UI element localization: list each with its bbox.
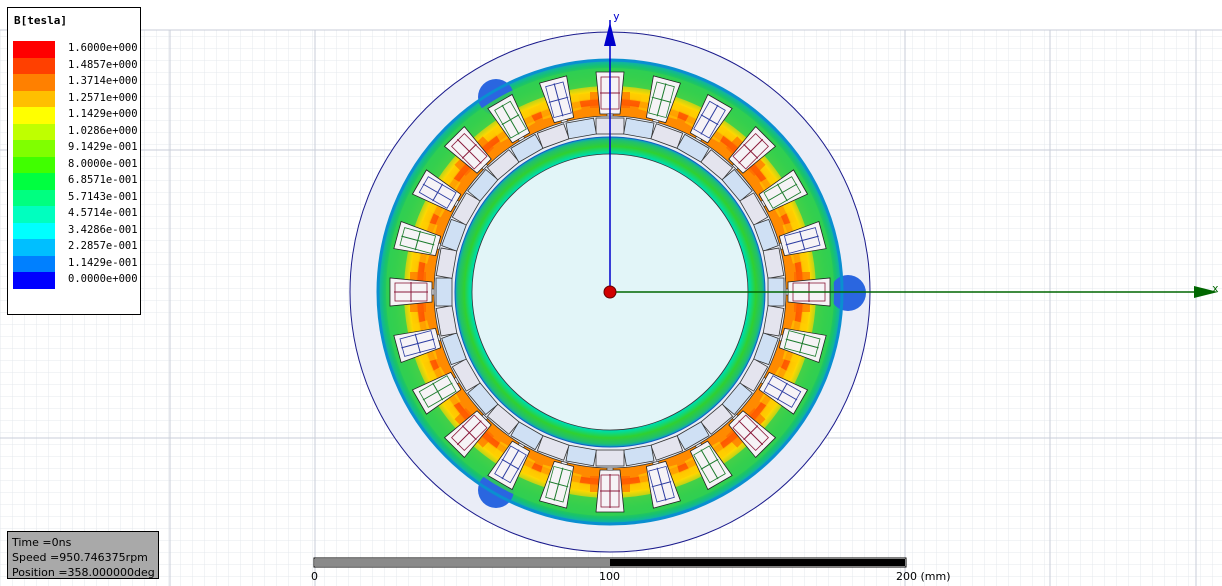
rotor-magnet [753, 332, 779, 366]
stator-slot [725, 125, 777, 177]
legend-label: 8.0000e-001 [68, 157, 138, 170]
rotor-magnet [451, 192, 481, 226]
legend-label: 4.5714e-001 [68, 207, 138, 219]
rotor-magnet [486, 149, 520, 181]
scale-bar-segment-dark [610, 559, 905, 566]
scale-label-100: 100 [599, 570, 620, 583]
scale-label-200: 200 (mm) [896, 570, 951, 583]
rotor-magnet [623, 117, 655, 140]
legend-label: 1.1429e+000 [68, 108, 138, 120]
scale-bar-segment-light [315, 559, 610, 566]
position-readout: Position =358.000000deg [12, 566, 155, 579]
y-axis-label: y [613, 10, 620, 23]
rotor-magnet [721, 382, 753, 416]
rotor-magnet [739, 358, 769, 392]
rotor-magnet [467, 168, 499, 202]
rotor-magnet [510, 421, 544, 451]
rotor-magnet [676, 133, 710, 163]
rotor-magnet [721, 168, 753, 202]
legend-swatch [13, 41, 55, 58]
legend-title: B[tesla] [14, 14, 67, 27]
rotor-magnet [762, 247, 785, 279]
legend-swatch [13, 222, 55, 240]
legend-swatch [13, 189, 55, 207]
field-legend[interactable]: B[tesla] 1.6000e+000 1.4857e+000 1.3714e+0… [7, 7, 141, 315]
rotor-magnet [435, 277, 453, 307]
rotor-magnet [435, 305, 458, 337]
legend-swatch [13, 239, 55, 256]
legend-swatch [13, 57, 55, 75]
rotor-magnet [536, 435, 570, 461]
stator-slots [389, 71, 831, 513]
origin-marker [603, 285, 617, 299]
scale-label-0: 0 [311, 570, 318, 583]
legend-swatch [13, 206, 55, 223]
rotor-magnet [739, 192, 769, 226]
speed-readout: Speed =950.746375rpm [12, 551, 148, 564]
legend-swatch [13, 255, 55, 273]
rotor-magnet [565, 444, 597, 467]
rotor-magnet [451, 358, 481, 392]
legend-label: 1.0286e+000 [68, 124, 138, 137]
rotor-magnet [441, 332, 467, 366]
rotor-magnet [510, 133, 544, 163]
legend-label: 1.6000e+000 [68, 42, 138, 54]
legend-swatch [13, 140, 55, 157]
legend-label: 1.3714e+000 [68, 75, 138, 87]
legend-swatch [13, 173, 55, 190]
legend-swatch [13, 123, 55, 141]
rotor-magnet [700, 149, 734, 181]
legend-label: 5.7143e-001 [68, 190, 138, 203]
rotor-magnet [467, 382, 499, 416]
legend-swatch [13, 90, 55, 108]
rotor-magnet [435, 247, 458, 279]
legend-label: 1.2571e+000 [68, 91, 138, 104]
coordinate-axes: y x [603, 10, 1219, 299]
stator-slot [487, 440, 536, 491]
rotor-magnet [700, 403, 734, 435]
rotor-magnet [565, 117, 597, 140]
legend-label: 9.1429e-001 [68, 141, 138, 153]
rotor-magnet [650, 123, 684, 149]
rotor-magnet [676, 421, 710, 451]
rotor-magnet [536, 123, 570, 149]
legend-label: 1.4857e+000 [68, 58, 138, 71]
rotor-magnet [623, 444, 655, 467]
rotor-magnet [595, 449, 625, 467]
stator-slot [538, 75, 582, 126]
simulation-info-panel: Time =0ns Speed =950.746375rpm Position … [7, 531, 159, 579]
time-readout: Time =0ns [12, 536, 72, 549]
stator-slot [758, 366, 809, 415]
legend-label: 6.8571e-001 [68, 174, 138, 186]
x-axis-label: x [1212, 282, 1219, 295]
stator-slot [538, 458, 582, 509]
legend-label: 1.1429e-001 [68, 256, 138, 269]
legend-label: 2.2857e-001 [68, 240, 138, 252]
rotor-magnet [650, 435, 684, 461]
stator-slot [684, 93, 733, 144]
legend-swatch [13, 107, 55, 124]
stator-slot [758, 169, 809, 218]
legend-swatch [13, 74, 55, 91]
rotor-magnet [762, 305, 785, 337]
rotor-magnet [486, 403, 520, 435]
stator-slot [684, 440, 733, 491]
stator-slot [590, 465, 630, 513]
scale-bar [313, 557, 907, 568]
rotor-magnet [753, 218, 779, 252]
stator-slot [725, 407, 777, 459]
legend-label: 0.0000e+000 [68, 273, 138, 285]
legend-swatch [13, 156, 55, 174]
legend-swatch [13, 272, 55, 289]
stator-slot [393, 220, 444, 264]
stator-slot [487, 93, 536, 144]
legend-label: 3.4286e-001 [68, 223, 138, 236]
rotor-magnet [441, 218, 467, 252]
y-axis-arrow [604, 22, 616, 46]
stator-mounting-lug [830, 275, 866, 311]
x-axis-arrow [1194, 286, 1218, 298]
